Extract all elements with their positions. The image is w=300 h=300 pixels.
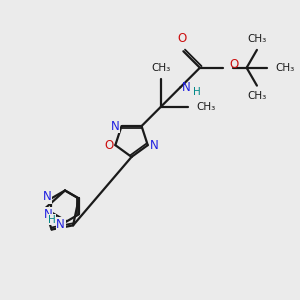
Text: H: H	[194, 86, 201, 97]
Text: CH₃: CH₃	[247, 34, 266, 44]
Text: H: H	[48, 215, 56, 225]
Text: N: N	[43, 190, 51, 203]
Text: CH₃: CH₃	[152, 63, 171, 73]
Text: N: N	[56, 218, 65, 231]
Text: N: N	[111, 120, 119, 133]
Text: N: N	[150, 139, 158, 152]
Text: O: O	[229, 58, 238, 71]
Text: O: O	[177, 32, 187, 46]
Text: CH₃: CH₃	[275, 63, 295, 73]
Text: CH₃: CH₃	[196, 102, 216, 112]
Text: N: N	[182, 81, 190, 94]
Text: CH₃: CH₃	[247, 92, 266, 101]
Text: O: O	[104, 139, 114, 152]
Text: N: N	[44, 208, 52, 220]
